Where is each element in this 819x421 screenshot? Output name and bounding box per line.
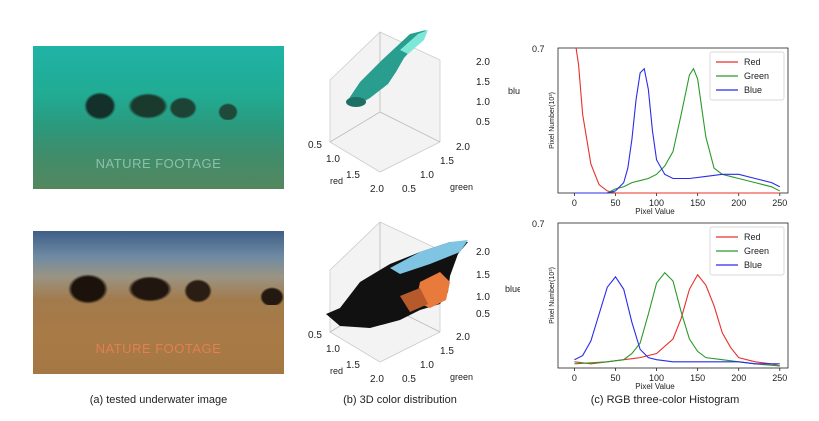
legend-box: [709, 226, 785, 276]
caption-b: (b) 3D color distribution: [343, 394, 457, 406]
x-tick-label: 150: [690, 373, 705, 383]
axis-label-green: green: [450, 372, 473, 382]
legend-label-blue: Blue: [744, 260, 762, 270]
tick-green-2: 2.0: [456, 142, 470, 153]
tick-green-1: 1.0: [420, 170, 434, 181]
x-axis-label: Pixel Value: [635, 382, 675, 391]
x-tick-label: 0: [572, 373, 577, 383]
tick-red-2: 2.0: [370, 184, 384, 195]
y-tick-label: 0.7: [532, 219, 545, 229]
legend-label-green: Green: [744, 71, 769, 81]
legend-label-blue: Blue: [744, 85, 762, 95]
caption-c: (c) RGB three-color Histogram: [590, 394, 740, 406]
point-cloud: [326, 240, 468, 328]
tick-blue-1: 1.0: [476, 292, 490, 303]
x-tick-label: 150: [690, 198, 705, 208]
x-tick-label: 200: [731, 373, 746, 383]
legend-label-green: Green: [744, 246, 769, 256]
legend-label-red: Red: [744, 232, 761, 242]
tick-blue-05: 0.5: [476, 309, 490, 320]
plot-frame: [557, 222, 789, 369]
axis-label-green: green: [450, 182, 473, 192]
rock-cluster: [58, 271, 284, 305]
scatter3d-bottom: 2.0 1.5 1.0 0.5 blue 0.5 1.0 1.5 2.0 red…: [308, 221, 520, 385]
x-tick-label: 0: [572, 198, 577, 208]
axis-label-red: red: [330, 366, 343, 376]
green-axis-ticks: 0.5 1.0 1.5 2.0 green: [402, 332, 473, 385]
series-line-red: [575, 47, 780, 194]
axes-box: [329, 31, 441, 173]
legend-label-red: Red: [744, 57, 761, 67]
tick-green-05: 0.5: [402, 184, 416, 195]
axis-label-red: red: [330, 176, 343, 186]
tick-green-15: 1.5: [440, 156, 454, 167]
axis-label-blue: blue: [508, 86, 520, 96]
tick-red-05: 0.5: [308, 140, 322, 151]
x-tick-label: 250: [772, 373, 787, 383]
x-tick-label: 50: [610, 198, 620, 208]
caption-a: (a) tested underwater image: [89, 394, 228, 406]
legend-box: [709, 51, 785, 101]
red-axis-ticks: 0.5 1.0 1.5 2.0 red: [308, 140, 384, 195]
y-axis-label: Pixel Number(10³): [549, 267, 556, 324]
x-tick-label: 250: [772, 198, 787, 208]
y-tick-label: 0.7: [532, 44, 545, 54]
tick-red-15: 1.5: [346, 170, 360, 181]
series-line-blue: [574, 275, 780, 365]
series-line-blue: [574, 67, 781, 194]
tick-green-05: 0.5: [402, 374, 416, 385]
tick-red-1: 1.0: [326, 154, 340, 165]
tick-red-05: 0.5: [308, 330, 322, 341]
tick-blue-15: 1.5: [476, 270, 490, 281]
tick-blue-15: 1.5: [476, 77, 490, 88]
blue-axis-ticks: 2.0 1.5 1.0 0.5 blue: [476, 247, 520, 320]
scatter3d-top: 2.0 1.5 1.0 0.5 blue 0.5 1.0 1.5 2.0 red…: [308, 30, 520, 195]
tick-red-2: 2.0: [370, 374, 384, 385]
tick-green-15: 1.5: [440, 346, 454, 357]
rock-cluster: [78, 88, 238, 120]
tick-green-1: 1.0: [420, 360, 434, 371]
tick-blue-2: 2.0: [476, 57, 490, 68]
blue-axis-ticks: 2.0 1.5 1.0 0.5 blue: [476, 57, 520, 128]
tick-blue-2: 2.0: [476, 247, 490, 258]
green-axis-ticks: 0.5 1.0 1.5 2.0 green: [402, 142, 473, 195]
watermark-text: NATURE FOOTAGE: [95, 341, 222, 356]
histogram-bottom: 0 50 100 150 200 250 0.7 Pixel Value Pixel Numbe…: [532, 219, 789, 391]
y-axis-label: Pixel Number(10³): [549, 92, 556, 149]
tick-green-2: 2.0: [456, 332, 470, 343]
tick-blue-05: 0.5: [476, 117, 490, 128]
series-line-red: [574, 273, 780, 367]
x-tick-label: 50: [610, 373, 620, 383]
series-line-green: [574, 67, 781, 194]
series-line-green: [574, 271, 780, 367]
tick-blue-1: 1.0: [476, 97, 490, 108]
x-tick-label: 100: [649, 373, 664, 383]
red-axis-ticks: 0.5 1.0 1.5 2.0 red: [308, 330, 384, 385]
watermark-text: NATURE FOOTAGE: [95, 156, 222, 171]
underwater-photo-original: NATURE FOOTAGE: [33, 46, 284, 189]
point-cloud: [346, 30, 428, 107]
tick-red-1: 1.0: [326, 344, 340, 355]
underwater-photo-enhanced: NATURE FOOTAGE: [33, 231, 284, 374]
x-axis-label: Pixel Value: [635, 207, 675, 216]
axis-label-blue: blue: [505, 284, 520, 294]
histogram-top: 0 50 100 150 200 250 0.7 Pixel Value Pixel Numbe…: [532, 44, 789, 216]
x-tick-label: 200: [731, 198, 746, 208]
tick-red-15: 1.5: [346, 360, 360, 371]
x-tick-label: 100: [649, 198, 664, 208]
